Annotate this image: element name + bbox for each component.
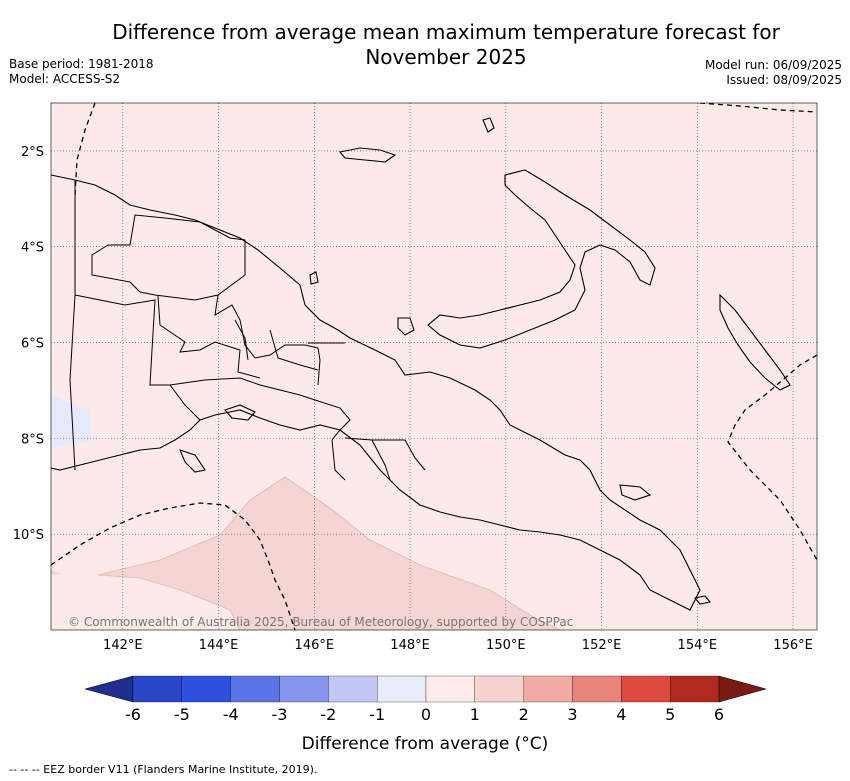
colorbar-tick-label: 4 xyxy=(616,705,626,724)
colorbar-tick-label: 1 xyxy=(470,705,480,724)
fly-delta-coast xyxy=(179,449,206,473)
longitude-label: 156°E xyxy=(773,638,813,653)
eez-border xyxy=(51,502,296,630)
longitude-label: 154°E xyxy=(678,638,718,653)
meta-left: Base period: 1981-2018 Model: ACCESS-S2 xyxy=(9,57,154,87)
title-line-1: Difference from average mean maximum tem… xyxy=(112,20,780,44)
island-coast xyxy=(397,317,415,336)
lake-murray-coast xyxy=(224,404,256,421)
island-coast xyxy=(309,271,319,285)
title-line-2: November 2025 xyxy=(365,45,527,69)
eez-borders xyxy=(51,103,817,630)
international-border xyxy=(69,180,76,471)
issued-date: Issued: 08/09/2025 xyxy=(726,73,842,87)
province-border xyxy=(91,214,246,301)
colorbar-tick-labels: -6 -5 -4 -3 -2 -1 0 1 2 3 4 5 6 xyxy=(125,705,724,724)
colorbar-tick-label: -5 xyxy=(174,705,190,724)
colorbar-swatch xyxy=(523,675,573,703)
province-border xyxy=(157,295,261,379)
model-name: Model: ACCESS-S2 xyxy=(9,72,121,86)
colorbar-extend-high xyxy=(718,675,767,703)
colorbar-swatch xyxy=(132,675,182,703)
province-border xyxy=(371,439,391,481)
new-britain-coast xyxy=(427,169,656,349)
island-coast xyxy=(693,595,712,605)
warm-anomaly-area-small xyxy=(51,570,62,575)
longitude-label: 144°E xyxy=(199,638,239,653)
map-panel: © Commonwealth of Australia 2025, Bureau… xyxy=(13,102,818,653)
meta-right: Model run: 06/09/2025 Issued: 08/09/2025 xyxy=(705,58,842,88)
latitude-label: 4°S xyxy=(21,241,44,256)
province-border xyxy=(269,329,319,371)
colorbar-swatch xyxy=(328,675,378,703)
copyright-text: © Commonwealth of Australia 2025, Bureau… xyxy=(68,615,573,629)
colorbar-swatch xyxy=(621,675,671,703)
colorbar-swatch xyxy=(230,675,280,703)
colorbar-tick-label: -4 xyxy=(223,705,239,724)
colorbar-tick-label: 5 xyxy=(665,705,675,724)
longitude-label: 148°E xyxy=(390,638,430,653)
model-run: Model run: 06/09/2025 xyxy=(704,58,842,72)
colorbar-tick-label: 6 xyxy=(714,705,724,724)
island-coast xyxy=(482,117,495,133)
latitude-label: 10°S xyxy=(13,528,44,543)
province-borders xyxy=(69,180,426,481)
new-guinea-coast xyxy=(51,174,701,611)
cool-anomaly-area xyxy=(51,395,92,448)
colorbar-swatch xyxy=(377,675,427,703)
colorbar-swatch xyxy=(279,675,329,703)
bougainville-coast xyxy=(719,293,791,391)
colorbar-tick-label: 0 xyxy=(421,705,431,724)
colorbar xyxy=(84,675,767,703)
map-background xyxy=(51,103,817,630)
chart-title: Difference from average mean maximum tem… xyxy=(90,20,802,70)
eez-border xyxy=(727,354,817,561)
island-coast xyxy=(619,484,652,501)
colorbar-tick-label: -6 xyxy=(125,705,141,724)
colorbar-tick-label: 2 xyxy=(519,705,529,724)
colorbar-tick-label: -3 xyxy=(272,705,288,724)
colorbar-tick-label: -2 xyxy=(320,705,336,724)
new-hanover-coast xyxy=(338,147,397,163)
base-period: Base period: 1981-2018 xyxy=(9,57,154,71)
eez-footer-note: -- -- -- EEZ border V11 (Flanders Marine… xyxy=(9,763,318,776)
colorbar-tick-label: -1 xyxy=(369,705,385,724)
colorbar-swatch xyxy=(425,675,475,703)
province-border xyxy=(74,294,351,481)
longitude-labels: 142°E 144°E 146°E 148°E 150°E 152°E 154°E 156°E xyxy=(103,638,813,653)
colorbar-swatch xyxy=(670,675,720,703)
colorbar-swatch xyxy=(572,675,622,703)
province-border xyxy=(234,319,249,361)
map-frame xyxy=(50,102,818,631)
longitude-label: 150°E xyxy=(486,638,526,653)
colorbar-swatch xyxy=(181,675,231,703)
province-border xyxy=(344,437,426,471)
warm-anomaly-area xyxy=(97,476,561,630)
colorbar-swatch xyxy=(474,675,524,703)
province-border xyxy=(169,384,201,421)
colorbar-title: Difference from average (°C) xyxy=(302,734,549,754)
latitude-label: 8°S xyxy=(21,432,44,447)
longitude-label: 142°E xyxy=(103,638,143,653)
latitude-label: 2°S xyxy=(21,145,44,160)
colorbar-tick-label: 3 xyxy=(567,705,577,724)
gridlines xyxy=(51,103,817,630)
longitude-label: 152°E xyxy=(582,638,622,653)
latitude-labels: 2°S 4°S 6°S 8°S 10°S xyxy=(13,145,44,543)
coastlines xyxy=(51,117,791,611)
province-border xyxy=(214,294,321,386)
eez-border xyxy=(699,103,817,113)
longitude-label: 146°E xyxy=(295,638,335,653)
latitude-label: 6°S xyxy=(21,337,44,352)
colorbar-extend-low xyxy=(84,675,134,703)
